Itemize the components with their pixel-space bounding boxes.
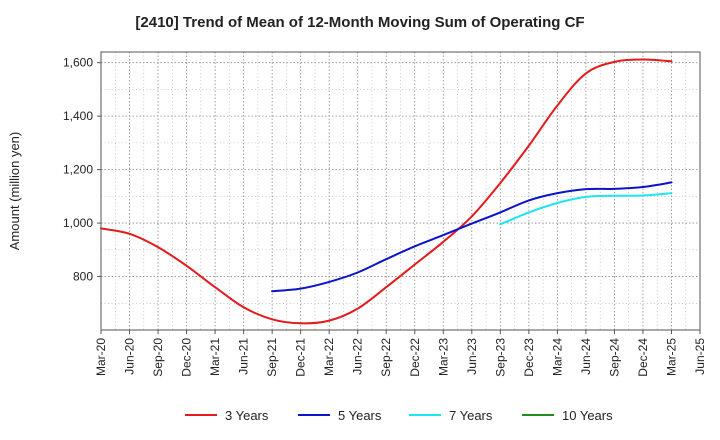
x-tick-label: Sep-24 bbox=[607, 338, 621, 377]
x-tick-label: Sep-22 bbox=[379, 338, 393, 377]
y-axis: 800 1,000 1,200 1,400 1,600 bbox=[63, 56, 101, 284]
y-axis-title: Amount (million yen) bbox=[7, 132, 22, 251]
x-tick-label: Sep-21 bbox=[265, 338, 279, 377]
grid-lines bbox=[100, 52, 701, 330]
x-tick-label: Dec-24 bbox=[636, 338, 650, 377]
legend-label: 10 Years bbox=[562, 408, 613, 423]
legend-label: 5 Years bbox=[338, 408, 382, 423]
y-tick-label: 1,400 bbox=[63, 109, 93, 123]
x-tick-label: Mar-22 bbox=[322, 338, 336, 376]
series-line-5-years bbox=[271, 181, 673, 293]
x-tick-label: Dec-23 bbox=[522, 338, 536, 377]
y-tick-label: 800 bbox=[73, 270, 93, 284]
x-tick-label: Dec-22 bbox=[408, 338, 422, 377]
x-tick-label: Mar-20 bbox=[94, 338, 108, 376]
legend-label: 7 Years bbox=[449, 408, 493, 423]
series-line-7-years bbox=[499, 192, 673, 226]
x-tick-label: Sep-23 bbox=[493, 338, 507, 377]
x-axis: Mar-20 Jun-20 Sep-20 Dec-20 Mar-21 Jun-21 Sep-… bbox=[94, 330, 707, 377]
x-tick-label: Jun-24 bbox=[579, 338, 593, 375]
x-tick-label: Sep-20 bbox=[151, 338, 165, 377]
series-lines bbox=[100, 58, 673, 325]
x-tick-label: Dec-21 bbox=[294, 338, 308, 377]
series-line-3-years bbox=[100, 58, 673, 325]
x-tick-label: Jun-21 bbox=[237, 338, 251, 375]
legend-item-7-years: 7 Years bbox=[409, 408, 493, 423]
x-tick-label: Mar-24 bbox=[550, 338, 564, 376]
plot-frame bbox=[100, 51, 701, 331]
legend-item-5-years: 5 Years bbox=[298, 408, 382, 423]
x-tick-label: Mar-23 bbox=[436, 338, 450, 376]
x-tick-label: Jun-22 bbox=[351, 338, 365, 375]
x-tick-label: Jun-20 bbox=[123, 338, 137, 375]
y-tick-label: 1,200 bbox=[63, 163, 93, 177]
x-tick-label: Mar-21 bbox=[208, 338, 222, 376]
y-tick-label: 1,000 bbox=[63, 216, 93, 230]
x-tick-label: Mar-25 bbox=[664, 338, 678, 376]
y-tick-label: 1,600 bbox=[63, 56, 93, 70]
x-tick-label: Dec-20 bbox=[180, 338, 194, 377]
legend-label: 3 Years bbox=[225, 408, 269, 423]
chart-title: [2410] Trend of Mean of 12-Month Moving … bbox=[135, 14, 585, 31]
legend-item-10-years: 10 Years bbox=[522, 408, 613, 423]
x-tick-label: Jun-25 bbox=[693, 338, 707, 375]
legend: 3 Years 5 Years 7 Years 10 Years bbox=[185, 408, 613, 423]
x-tick-label: Jun-23 bbox=[465, 338, 479, 375]
legend-item-3-years: 3 Years bbox=[185, 408, 269, 423]
